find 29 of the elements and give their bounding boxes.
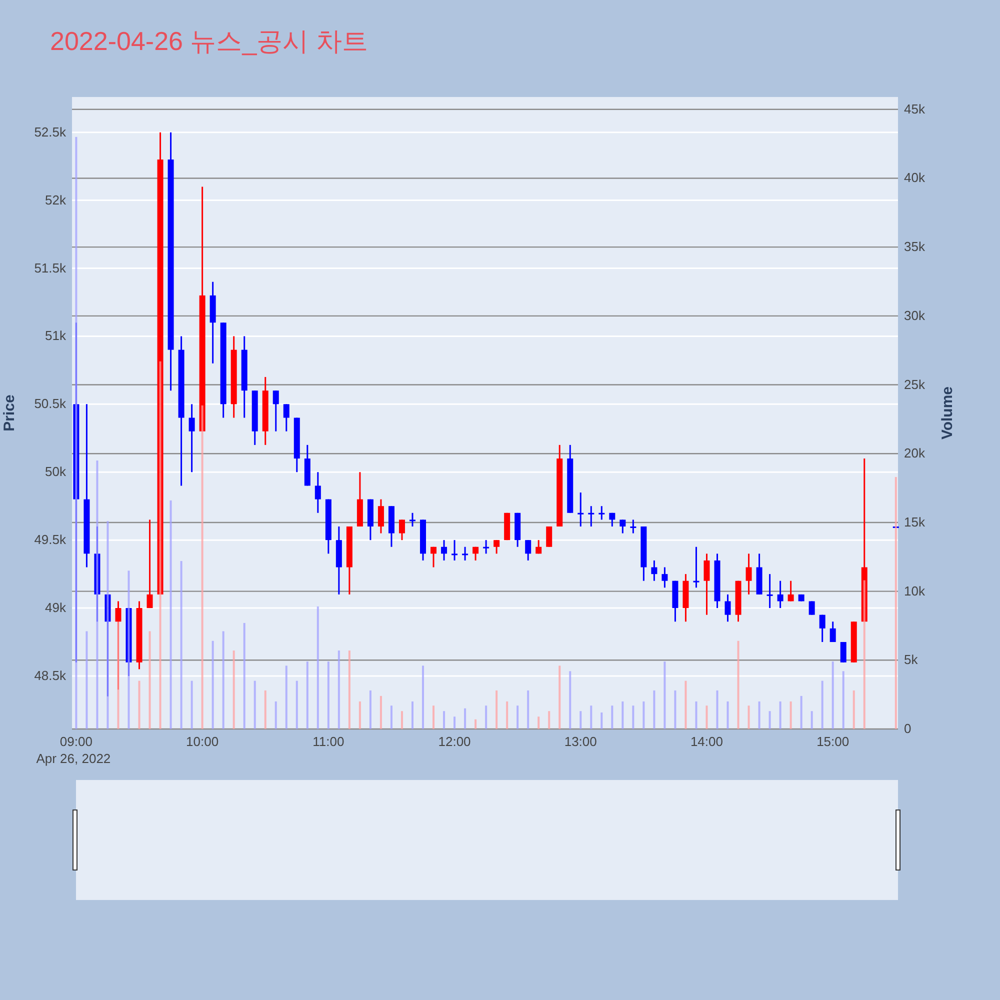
y2-tick-label: 15k: [904, 514, 926, 530]
y-tick-label: 52.5k: [34, 124, 66, 140]
y2-tick-label: 25k: [904, 376, 926, 392]
chart-title: 2022-04-26 뉴스_공시 차트: [50, 26, 368, 56]
y2-tick-label: 30k: [904, 308, 926, 323]
y-axis-title: Price: [1, 394, 18, 432]
y-tick-label: 52k: [45, 192, 66, 208]
y2-tick-label: 45k: [904, 101, 926, 116]
x-tick-label: 09:00 Apr 26, 2022: [36, 734, 111, 766]
y-tick-label: 50k: [45, 464, 66, 480]
y2-tick-label: 20k: [904, 446, 926, 461]
y2-tick-label: 5k: [904, 652, 918, 668]
x-tick-label: 11:00: [312, 734, 344, 749]
y2-tick-label: 35k: [904, 239, 926, 254]
y-tick-label: 51.5k: [34, 260, 66, 276]
y-tick-label: 51k: [45, 328, 66, 344]
x-tick-label: 15:00: [816, 734, 850, 749]
y-tick-label: 50.5k: [34, 396, 66, 412]
x-tick-label: 10:00: [186, 734, 219, 749]
x-tick-label: 14:00: [690, 734, 724, 749]
x-tick-label: 13:00: [564, 734, 597, 749]
y2-tick-label: 0: [904, 721, 912, 736]
y2-tick-label: 40k: [904, 170, 926, 186]
y-tick-label: 48.5k: [34, 668, 66, 683]
y-tick-label: 49k: [45, 600, 66, 616]
y2-tick-label: 10k: [904, 583, 926, 598]
x-tick-label: 12:00: [438, 734, 471, 749]
y2-axis-title: Volume: [939, 386, 956, 440]
y-tick-label: 49.5k: [34, 532, 66, 548]
